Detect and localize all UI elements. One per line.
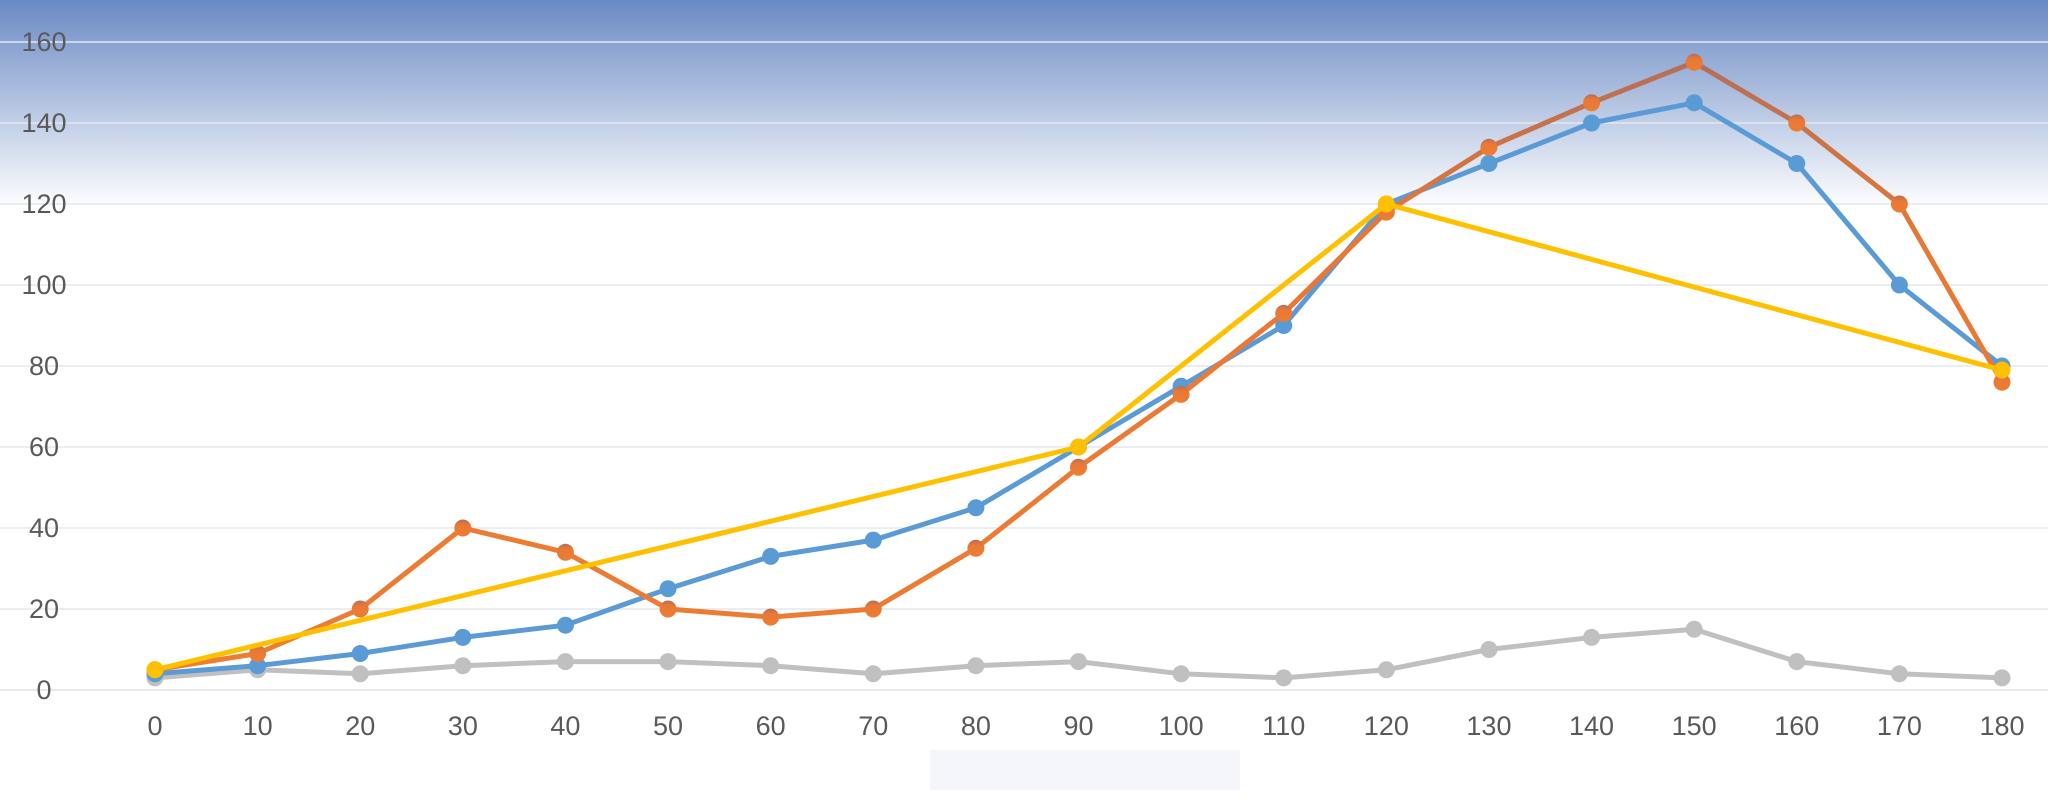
x-tick-label: 140 (1569, 711, 1614, 741)
x-tick-label: 160 (1774, 711, 1819, 741)
data-point (967, 539, 985, 557)
x-tick-label: 80 (961, 711, 991, 741)
y-tick-label: 40 (29, 513, 59, 543)
series-4 (146, 195, 2011, 679)
y-tick-label: 80 (29, 351, 59, 381)
faint-smudge (930, 750, 1240, 790)
x-tick-label: 20 (345, 711, 375, 741)
y-tick-label: 60 (29, 432, 59, 462)
x-tick-label: 10 (243, 711, 273, 741)
x-tick-label: 180 (1979, 711, 2024, 741)
series-lines (146, 53, 2011, 687)
data-point (1993, 669, 2011, 687)
data-point (1993, 373, 2011, 391)
x-tick-label: 110 (1262, 711, 1305, 741)
data-point (1480, 155, 1498, 172)
data-point (1890, 276, 1908, 294)
series-1 (146, 620, 2011, 687)
y-axis-ticks: 0 20 40 60 80 100 120 140 160 (21, 27, 66, 705)
x-tick-label: 150 (1672, 711, 1717, 741)
x-tick-label: 40 (550, 711, 580, 741)
x-tick-label: 0 (147, 711, 162, 741)
data-point (1480, 138, 1498, 156)
data-point (1583, 94, 1601, 112)
data-point (454, 519, 472, 537)
x-tick-label: 90 (1063, 711, 1093, 741)
x-tick-label: 170 (1877, 711, 1922, 741)
x-tick-label: 30 (448, 711, 478, 741)
data-point (1275, 669, 1293, 687)
data-point (967, 499, 985, 517)
series-line (152, 201, 2005, 673)
data-point (864, 600, 882, 618)
data-point (1172, 385, 1190, 403)
y-tick-label: 20 (29, 594, 59, 624)
data-point (556, 616, 574, 634)
x-tick-label: 130 (1466, 711, 1511, 741)
data-point (1480, 641, 1498, 658)
data-point (1377, 195, 1395, 213)
data-point (1890, 665, 1908, 683)
data-point (454, 657, 472, 675)
y-tick-label: 160 (21, 27, 66, 57)
data-point (1685, 53, 1703, 71)
data-point (1583, 628, 1601, 646)
x-tick-label: 120 (1364, 711, 1409, 741)
data-point (762, 608, 780, 626)
data-point (556, 653, 574, 671)
y-tick-label: 100 (21, 270, 66, 300)
data-point (1275, 304, 1293, 322)
x-tick-label: 50 (653, 711, 683, 741)
data-point (351, 600, 369, 618)
data-point (1685, 94, 1703, 112)
data-point (1275, 317, 1293, 334)
data-point (351, 645, 369, 663)
data-point (1070, 653, 1087, 671)
data-point (967, 657, 985, 675)
data-point (454, 628, 472, 646)
y-tick-label: 140 (21, 108, 66, 138)
data-point (1070, 438, 1087, 456)
data-point (1788, 653, 1806, 671)
data-point (864, 531, 882, 549)
data-point (1788, 155, 1806, 172)
data-point (146, 661, 164, 679)
data-point (762, 547, 780, 565)
x-tick-label: 70 (858, 711, 888, 741)
data-point (762, 657, 780, 675)
data-point (249, 645, 267, 663)
data-point (1993, 361, 2011, 379)
data-point (556, 543, 574, 561)
data-point (659, 600, 677, 618)
data-point (659, 580, 677, 598)
data-point (659, 653, 677, 671)
data-point (864, 665, 882, 683)
data-point (1377, 661, 1395, 679)
data-point (249, 657, 267, 675)
x-axis-ticks: 0 10 20 30 40 50 60 70 80 90 100 110 120 130 140 150 160… (147, 711, 2024, 741)
gridlines (0, 41, 2048, 691)
data-point (1685, 620, 1703, 638)
x-tick-label: 100 (1159, 711, 1204, 741)
data-point (1172, 665, 1190, 683)
data-point (1890, 195, 1908, 213)
data-point (351, 665, 369, 683)
x-tick-label: 60 (756, 711, 786, 741)
data-point (1583, 114, 1601, 132)
y-tick-label: 120 (21, 189, 66, 219)
data-point (1788, 114, 1806, 132)
y-tick-label: 0 (36, 675, 51, 705)
data-point (1070, 458, 1087, 476)
